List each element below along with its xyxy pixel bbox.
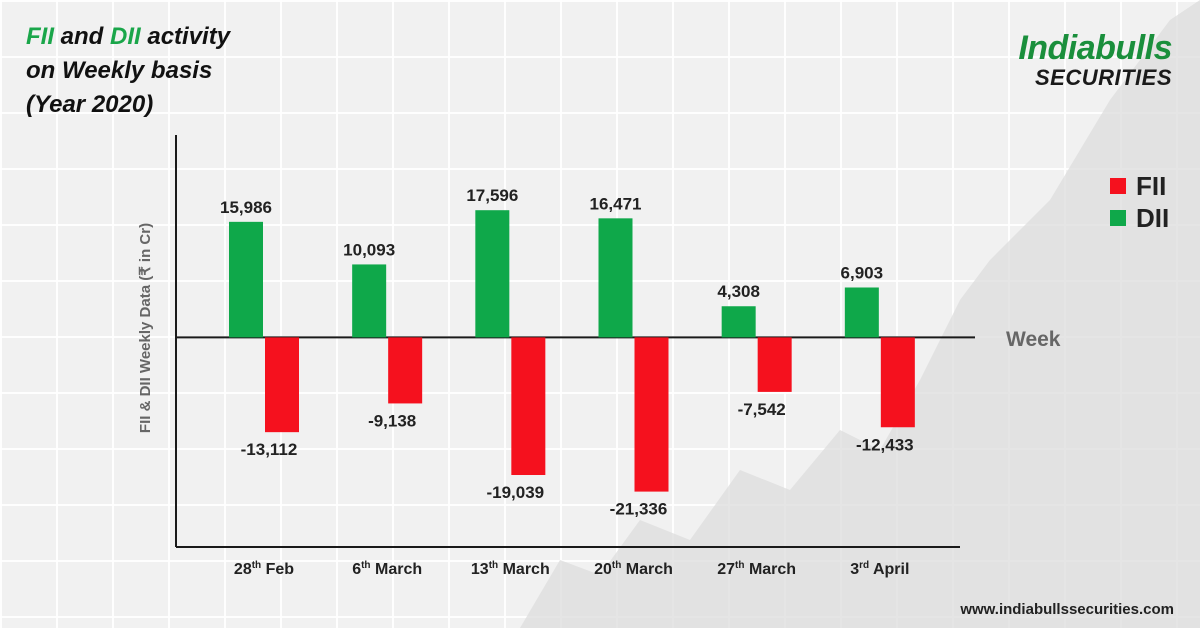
bar-dii bbox=[598, 218, 633, 338]
legend-item-fii: FII bbox=[1110, 170, 1169, 202]
x-tick-label: 28th Feb bbox=[234, 560, 294, 578]
x-tick-label: 3rd April bbox=[850, 560, 909, 578]
data-label-dii: 17,596 bbox=[466, 186, 518, 205]
title-fii: FII bbox=[26, 23, 54, 50]
legend-swatch-fii bbox=[1110, 178, 1126, 194]
data-label-fii: -19,039 bbox=[486, 483, 544, 502]
chart-legend: FII DII bbox=[1110, 170, 1169, 234]
indiabulls-logo: Indiabulls SECURITIES bbox=[1018, 30, 1172, 90]
title-line2: on Weekly basis bbox=[26, 57, 213, 84]
bar-fii bbox=[511, 337, 546, 476]
bar-fii bbox=[388, 337, 423, 404]
bar-fii bbox=[265, 337, 299, 433]
title-and: and bbox=[54, 23, 111, 50]
legend-label-dii: DII bbox=[1136, 202, 1170, 233]
x-tick-label: 13th March bbox=[471, 560, 550, 578]
title-activity: activity bbox=[140, 23, 231, 50]
x-axis-label: Week bbox=[1006, 328, 1061, 351]
chart-title: FII and DII activity on Weekly basis (Ye… bbox=[26, 20, 230, 122]
bar-dii bbox=[229, 221, 263, 338]
legend-swatch-dii bbox=[1110, 210, 1126, 226]
logo-line1: Indiabulls bbox=[1018, 29, 1172, 67]
bar-fii bbox=[634, 337, 669, 492]
x-tick-label: 6th March bbox=[352, 560, 422, 578]
data-label-dii: 4,308 bbox=[717, 282, 760, 301]
title-line3: (Year 2020) bbox=[26, 91, 154, 118]
logo-line2: SECURITIES bbox=[1034, 65, 1172, 90]
bar-fii bbox=[757, 337, 792, 392]
data-label-fii: -9,138 bbox=[368, 411, 416, 430]
bar-dii bbox=[844, 287, 879, 338]
data-label-fii: -7,542 bbox=[738, 400, 786, 419]
x-tick-label: 20th March bbox=[594, 560, 673, 578]
title-dii: DII bbox=[110, 23, 141, 50]
data-label-dii: 15,986 bbox=[220, 198, 272, 217]
data-label-dii: 6,903 bbox=[841, 263, 884, 282]
data-label-dii: 10,093 bbox=[343, 240, 395, 259]
bar-dii bbox=[352, 264, 387, 338]
data-label-dii: 16,471 bbox=[590, 194, 642, 213]
y-axis-label: FII & DII Weekly Data (₹ in Cr) bbox=[137, 223, 154, 433]
legend-item-dii: DII bbox=[1110, 202, 1169, 234]
x-tick-label: 27th March bbox=[717, 560, 796, 578]
website-url: www.indiabullssecurities.com bbox=[960, 601, 1174, 618]
bar-fii bbox=[880, 337, 915, 428]
bar-dii bbox=[721, 306, 756, 338]
data-label-fii: -12,433 bbox=[856, 435, 914, 454]
legend-label-fii: FII bbox=[1136, 170, 1167, 201]
data-label-fii: -13,112 bbox=[241, 440, 298, 459]
data-label-fii: -21,336 bbox=[610, 500, 668, 519]
bar-dii bbox=[475, 210, 510, 338]
